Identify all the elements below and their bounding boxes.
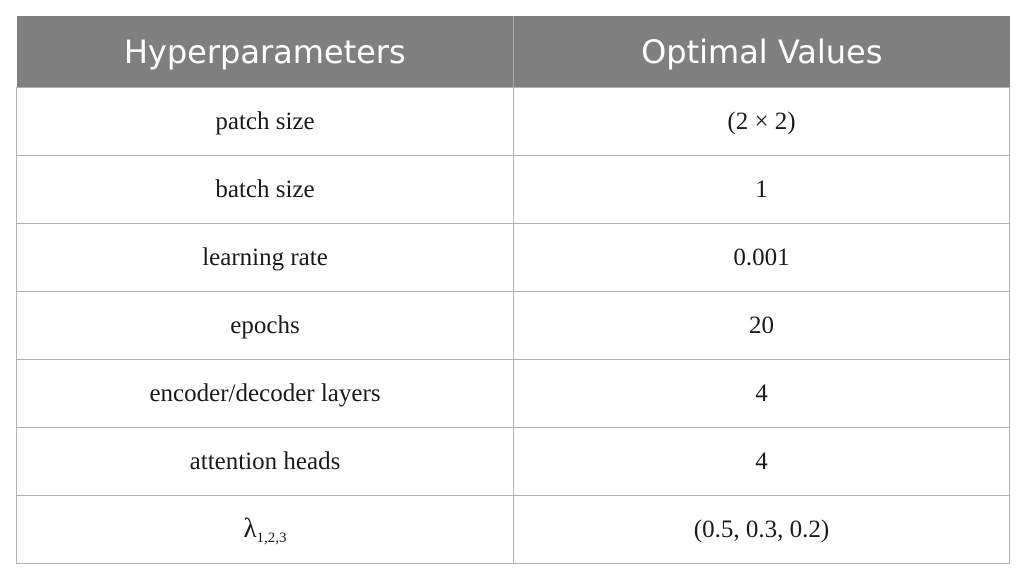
table-header-row: Hyperparameters Optimal Values — [16, 16, 1010, 88]
value-cell: 0.001 — [513, 223, 1010, 292]
value-cell: (2 × 2) — [513, 87, 1010, 156]
param-cell: patch size — [16, 87, 514, 156]
table-row: batch size 1 — [16, 155, 1010, 224]
lambda-subscript: 1,2,3 — [256, 529, 287, 546]
param-cell: learning rate — [16, 223, 514, 292]
value-cell: 4 — [513, 427, 1010, 496]
param-cell: attention heads — [16, 427, 514, 496]
param-cell: encoder/decoder layers — [16, 359, 514, 428]
header-optimal-values: Optimal Values — [513, 16, 1010, 88]
table-row: epochs 20 — [16, 291, 1010, 360]
table-row: patch size (2 × 2) — [16, 87, 1010, 156]
param-cell: batch size — [16, 155, 514, 224]
param-cell-lambda: λ1,2,3 — [16, 495, 514, 564]
table-row: learning rate 0.001 — [16, 223, 1010, 292]
value-cell: 4 — [513, 359, 1010, 428]
value-cell: 1 — [513, 155, 1010, 224]
hyperparameter-table-container: Hyperparameters Optimal Values patch siz… — [16, 16, 1010, 564]
table-row: attention heads 4 — [16, 427, 1010, 496]
param-cell: epochs — [16, 291, 514, 360]
table-row: encoder/decoder layers 4 — [16, 359, 1010, 428]
lambda-symbol: λ — [243, 512, 257, 543]
value-cell: 20 — [513, 291, 1010, 360]
table-row: λ1,2,3 (0.5, 0.3, 0.2) — [16, 495, 1010, 564]
header-hyperparameters: Hyperparameters — [16, 16, 514, 88]
hyperparameter-table: Hyperparameters Optimal Values patch siz… — [16, 16, 1010, 564]
value-cell: (0.5, 0.3, 0.2) — [513, 495, 1010, 564]
